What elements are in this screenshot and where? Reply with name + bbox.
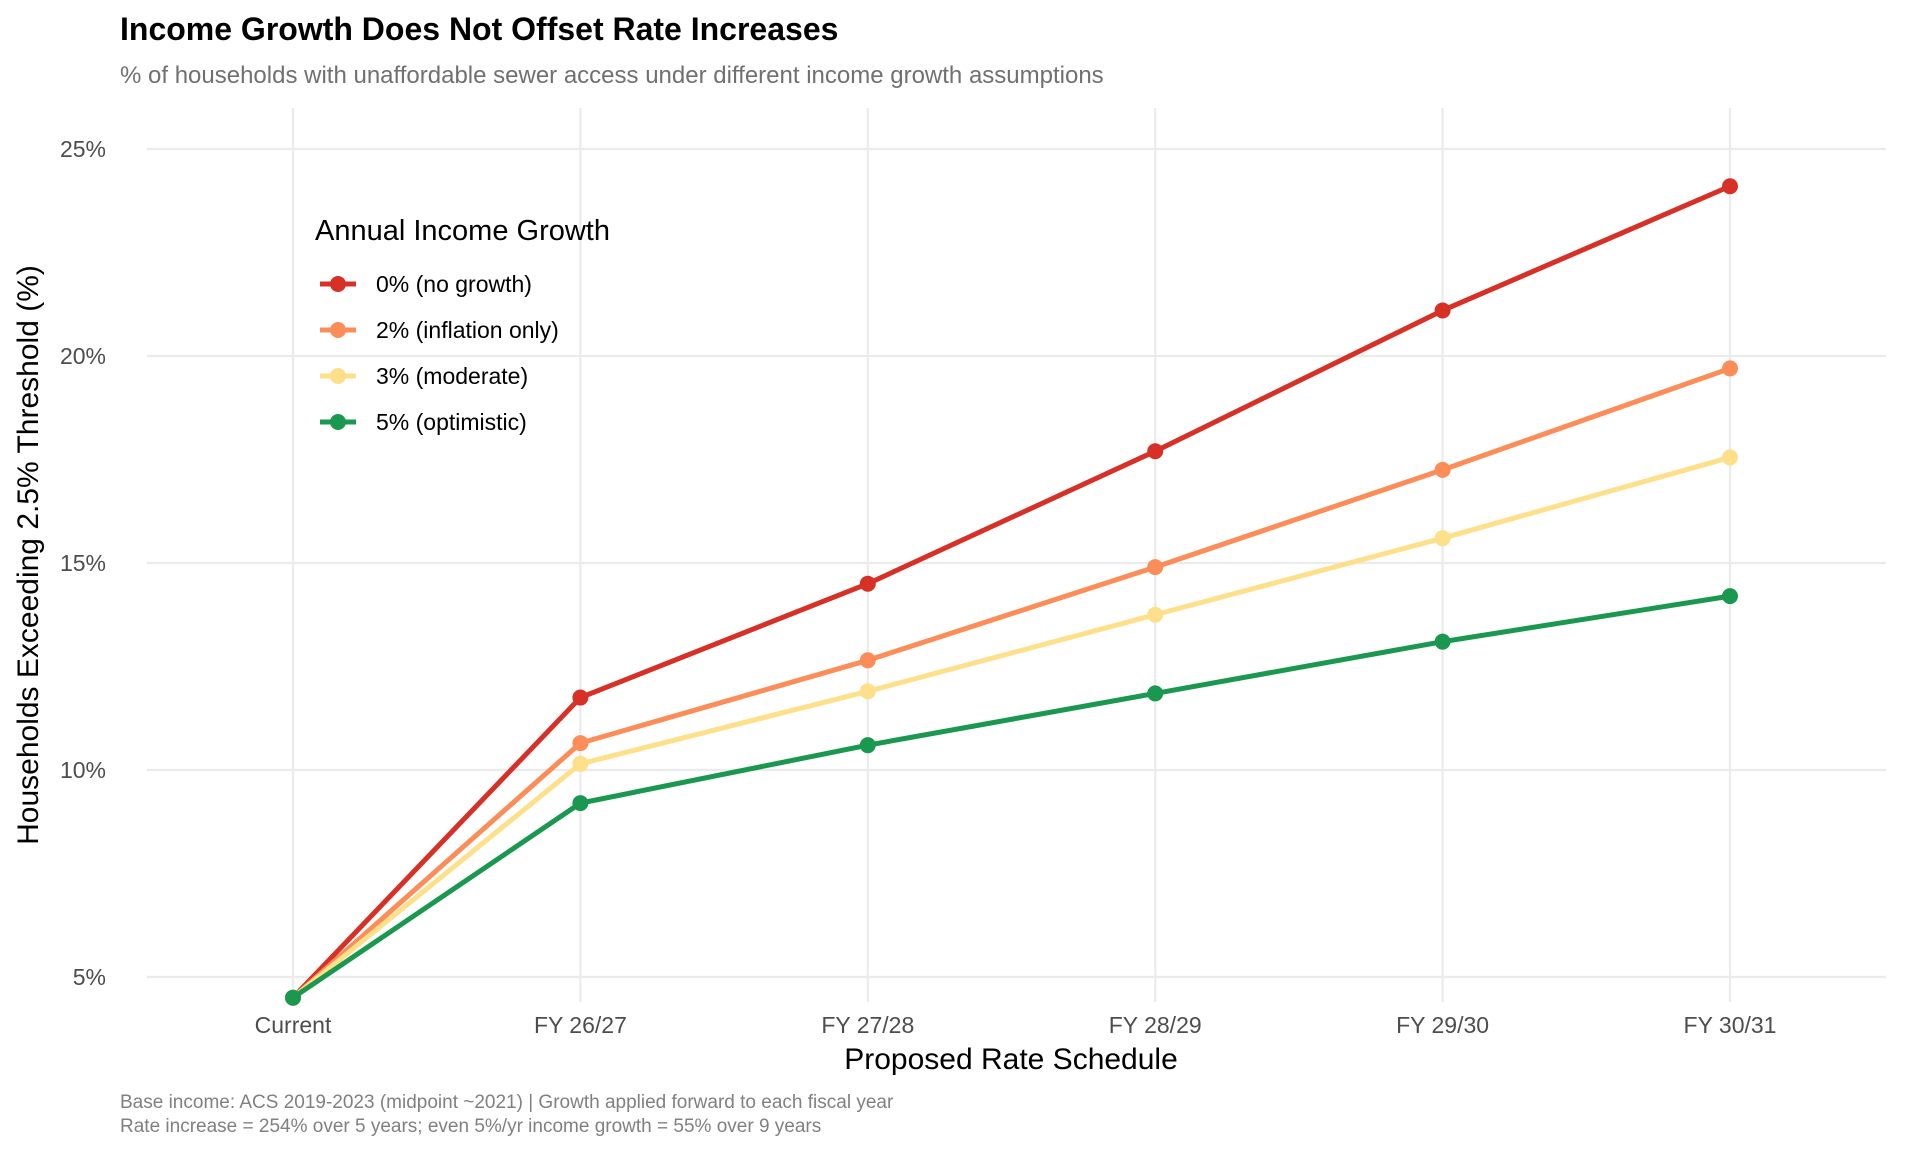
data-point bbox=[859, 575, 876, 592]
legend-item-label: 0% (no growth) bbox=[376, 271, 532, 297]
y-axis-ticks: 5% 10% 15% 20% 25% bbox=[60, 136, 106, 990]
data-point bbox=[1147, 606, 1164, 623]
series-2 bbox=[285, 449, 1738, 1006]
y-tick-label: 15% bbox=[60, 550, 106, 576]
series-1 bbox=[285, 360, 1738, 1006]
data-point bbox=[1722, 449, 1738, 466]
series-line bbox=[291, 593, 1731, 1000]
y-tick-label: 25% bbox=[60, 136, 106, 162]
data-point bbox=[1722, 360, 1738, 377]
y-tick-label: 10% bbox=[60, 757, 106, 783]
x-axis-title: Proposed Rate Schedule bbox=[844, 1043, 1178, 1076]
data-point bbox=[1434, 302, 1451, 319]
x-tick-label: Current bbox=[255, 1012, 332, 1038]
gridlines bbox=[147, 108, 1886, 1002]
x-tick-label: FY 28/29 bbox=[1109, 1012, 1202, 1038]
data-point bbox=[1147, 443, 1164, 460]
chart-subtitle: % of households with unaffordable sewer … bbox=[120, 62, 1104, 89]
x-tick-label: FY 27/28 bbox=[821, 1012, 914, 1038]
series-group bbox=[285, 178, 1738, 1006]
x-tick-label: FY 30/31 bbox=[1684, 1012, 1777, 1038]
data-point bbox=[572, 755, 589, 772]
data-point bbox=[1722, 178, 1738, 195]
data-point bbox=[572, 689, 589, 706]
data-point bbox=[572, 735, 589, 752]
legend-key-point bbox=[330, 368, 346, 384]
series-line bbox=[291, 455, 1731, 1000]
legend-key-point bbox=[330, 322, 346, 338]
legend-key-point bbox=[330, 414, 346, 430]
data-point bbox=[1434, 461, 1451, 478]
y-axis-title: Households Exceeding 2.5% Threshold (%) bbox=[12, 265, 45, 845]
data-point bbox=[1434, 530, 1451, 547]
series-line bbox=[291, 366, 1731, 1000]
legend-key-point bbox=[330, 276, 346, 292]
data-point bbox=[1434, 633, 1451, 650]
x-axis-ticks: Current FY 26/27 FY 27/28 FY 28/29 FY 29/30 F… bbox=[255, 1012, 1777, 1038]
data-point bbox=[285, 989, 301, 1006]
legend: Annual Income Growth 0% (no growth) 2% (i… bbox=[315, 215, 610, 435]
legend-item-label: 2% (inflation only) bbox=[376, 317, 559, 343]
legend-title: Annual Income Growth bbox=[315, 215, 610, 247]
x-tick-label: FY 26/27 bbox=[534, 1012, 627, 1038]
series-line bbox=[291, 183, 1731, 1000]
series-0 bbox=[285, 178, 1738, 1006]
caption-line-1: Base income: ACS 2019-2023 (midpoint ~20… bbox=[120, 1092, 894, 1113]
caption-line-2: Rate increase = 254% over 5 years; even … bbox=[120, 1116, 821, 1137]
data-point bbox=[1147, 559, 1164, 576]
y-tick-label: 5% bbox=[73, 964, 106, 990]
data-point bbox=[859, 737, 876, 754]
data-point bbox=[1722, 588, 1738, 605]
data-point bbox=[859, 683, 876, 700]
chart-title: Income Growth Does Not Offset Rate Incre… bbox=[120, 11, 838, 47]
legend-item-label: 5% (optimistic) bbox=[376, 409, 527, 435]
data-point bbox=[1147, 685, 1164, 702]
legend-item-label: 3% (moderate) bbox=[376, 363, 528, 389]
x-tick-label: FY 29/30 bbox=[1396, 1012, 1489, 1038]
data-point bbox=[572, 795, 589, 812]
y-tick-label: 20% bbox=[60, 343, 106, 369]
series-3 bbox=[285, 588, 1738, 1006]
data-point bbox=[859, 652, 876, 669]
